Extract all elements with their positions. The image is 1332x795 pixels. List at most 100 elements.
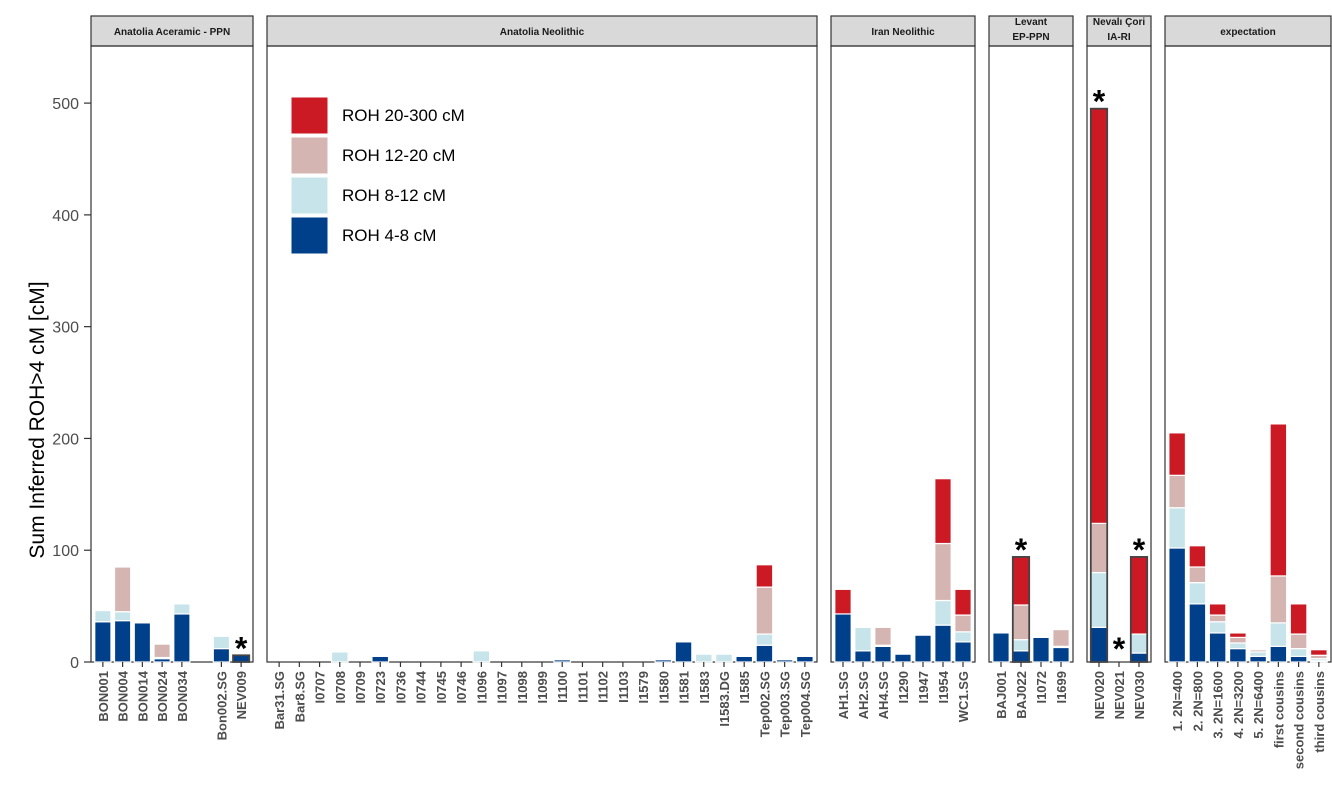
bar-segment-r20: [1168, 432, 1187, 476]
x-tick-label: Bar31.SG: [272, 671, 287, 730]
x-tick-label: first cousins: [1271, 671, 1286, 748]
x-tick-label: 1. 2N=400: [1170, 671, 1185, 731]
x-tick-label: WC1.SG: [956, 671, 971, 722]
x-tick-label: NEV020: [1092, 671, 1107, 719]
x-tick-label: I0707: [313, 671, 328, 704]
bar-segment-r4: [954, 641, 972, 663]
bar-segment-r20: [1090, 108, 1108, 524]
bar-segment-r4: [1249, 655, 1268, 663]
bar-segment-r20: [1249, 647, 1268, 651]
bar-segment-r4: [1168, 547, 1187, 663]
x-tick-label: I1097: [495, 671, 510, 704]
x-tick-label: Bar8.SG: [292, 671, 307, 722]
facet-panel: Nevalı Çori IA-RI * NEV020 * NEV021 * NEV030: [1086, 15, 1152, 719]
facet-strip: [266, 15, 818, 47]
facet-strip: [1086, 15, 1152, 47]
x-tick-label: 2. 2N=800: [1190, 671, 1205, 731]
x-tick-label: 4. 2N=3200: [1231, 671, 1246, 739]
bar-segment-r20: [934, 478, 952, 545]
x-tick-label: I0736: [393, 671, 408, 704]
y-tick-label: 200: [52, 431, 79, 448]
bar-segment-r12: [1269, 575, 1288, 624]
facet-panel: Levant EP-PPN BAJ001 * BAJ022 I1072 I1699: [988, 15, 1074, 719]
bar-segment-r8: [1289, 647, 1308, 658]
bar-segment-r20: [1228, 632, 1247, 639]
bar-segment-r4: [133, 622, 152, 663]
bar-segment-r4: [894, 653, 912, 663]
bar-segment-r12: [755, 586, 774, 635]
x-tick-label: 5. 2N=6400: [1251, 671, 1266, 739]
bar-segment-r8: [715, 653, 733, 663]
facet-title: Levant: [1015, 17, 1048, 28]
x-tick-label: second cousins: [1292, 671, 1307, 769]
facet-title: EP-PPN: [1012, 32, 1049, 43]
legend-label: ROH 8-12 cM: [342, 186, 446, 205]
legend-label: ROH 4-8 cM: [342, 226, 436, 245]
bar-segment-r12: [1289, 633, 1308, 650]
bar-segment-r20: [1130, 556, 1148, 635]
x-tick-label: I1583.DG: [717, 671, 732, 727]
bar-segment-r8: [1090, 571, 1108, 628]
bar-segment-r8: [1228, 642, 1247, 650]
bar-segment-r8: [1130, 633, 1148, 654]
bar-segment-r12: [1090, 522, 1108, 574]
x-tick-label: I1099: [535, 671, 550, 704]
bar-segment-r4: [1090, 626, 1108, 663]
bar-segment-r4: [113, 620, 132, 663]
bar-segment-r4: [371, 655, 390, 663]
y-tick-label: 0: [70, 655, 79, 672]
x-tick-label: I0709: [353, 671, 368, 704]
legend-swatch-r8: [290, 176, 329, 215]
x-tick-label: I1580: [656, 671, 671, 704]
bar-segment-r20: [1309, 649, 1328, 656]
x-tick-label: BAJ022: [1014, 671, 1029, 719]
y-tick-label: 500: [52, 96, 79, 113]
bar-segment-r8: [173, 603, 191, 615]
x-tick-label: I0745: [434, 671, 449, 704]
bar-segment-r4: [1228, 647, 1247, 663]
x-tick-label: Tep002.SG: [757, 671, 772, 737]
bar-segment-r4: [1032, 636, 1050, 663]
bar-segment-r4: [914, 634, 932, 663]
x-tick-label: BON014: [135, 670, 150, 721]
bar-segment-r4: [1012, 650, 1030, 663]
facet-panel: Anatolia Neolithic Bar31.SG Bar8.SG I0707 I0…: [266, 15, 818, 737]
bar-segment-r12: [1188, 566, 1207, 584]
legend-label: ROH 12-20 cM: [342, 146, 455, 165]
x-tick-label: NEV021: [1112, 671, 1127, 719]
x-tick-label: BON004: [116, 670, 131, 721]
bar-segment-r20: [834, 588, 852, 615]
bar-segment-r4: [992, 632, 1010, 663]
bar-segment-r8: [755, 633, 774, 646]
bar-segment-r12: [113, 566, 132, 613]
facet-panels: Anatolia Aceramic - PPN BON001 BON004 BON01…: [90, 15, 1332, 769]
bar-segment-r8: [934, 599, 952, 626]
x-tick-label: I1072: [1034, 671, 1049, 704]
x-tick-label: I0708: [333, 671, 348, 704]
facet-title: Nevalı Çori: [1093, 17, 1145, 28]
bar-segment-r8: [694, 653, 713, 663]
bar-segment-r8: [954, 631, 972, 643]
panel-frame: [830, 45, 976, 663]
legend-swatch-r4: [290, 216, 329, 255]
x-tick-label: BON001: [96, 671, 111, 722]
bar-segment-r12: [874, 626, 892, 646]
legend-swatch-r12: [290, 136, 329, 175]
legend: ROH 20-300 cM ROH 12-20 cM ROH 8-12 cM ROH …: [290, 96, 465, 255]
panel-frame: [266, 45, 818, 663]
bar-segment-r4: [94, 621, 112, 663]
x-tick-label: BAJ001: [994, 671, 1009, 719]
significance-star: *: [1133, 532, 1146, 568]
bar-segment-r20: [1188, 545, 1207, 568]
bar-segment-r8: [1188, 582, 1207, 605]
bar-segment-r4: [735, 655, 754, 663]
bar-segment-r4: [654, 659, 673, 663]
bar-segment-r4: [1052, 646, 1070, 663]
facet-strip: [988, 15, 1074, 47]
bar-segment-r4: [755, 644, 774, 663]
facet-panel: expectation 1. 2N=400 2. 2N=800 3. 2N=1600 4…: [1164, 15, 1332, 769]
bar-segment-r4: [934, 624, 952, 663]
x-tick-label: I0723: [373, 671, 388, 704]
x-tick-label: I1583: [697, 671, 712, 704]
